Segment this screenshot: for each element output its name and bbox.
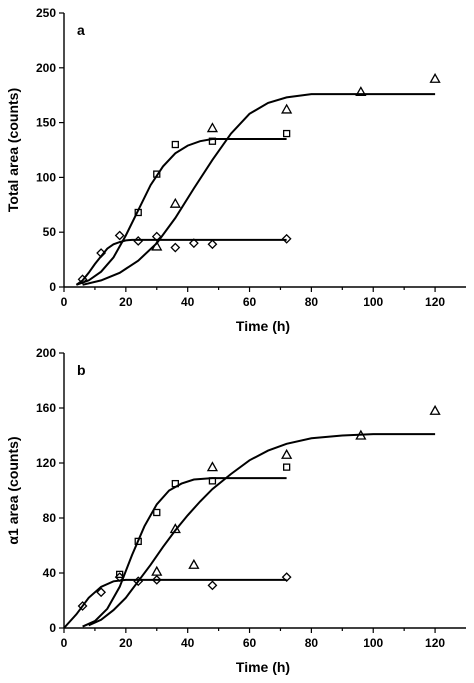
data-point-triangle xyxy=(429,404,441,415)
data-point-triangle xyxy=(355,86,367,97)
x-tick-label: 40 xyxy=(181,636,195,650)
data-point-triangle xyxy=(281,448,293,459)
x-tick-label: 0 xyxy=(61,636,68,650)
y-tick-label: 150 xyxy=(36,116,56,130)
x-tick-label: 80 xyxy=(305,636,319,650)
y-axis-title: α1 area (counts) xyxy=(5,436,21,544)
y-tick-label: 0 xyxy=(49,621,56,635)
series-square xyxy=(82,463,291,628)
y-tick-label: 160 xyxy=(36,401,56,415)
data-point-square xyxy=(208,137,217,145)
fit-curve-diamond xyxy=(75,238,287,286)
data-point-triangle xyxy=(151,565,163,576)
data-point-triangle xyxy=(281,103,293,114)
data-point-diamond xyxy=(96,587,107,598)
x-tick-label: 80 xyxy=(305,295,319,309)
data-point-square xyxy=(282,463,291,471)
data-point-triangle xyxy=(188,558,200,569)
y-tick-label: 40 xyxy=(43,566,57,580)
data-point-square xyxy=(208,477,217,485)
data-point-triangle xyxy=(206,122,219,133)
data-point-diamond xyxy=(96,248,107,258)
x-tick-label: 100 xyxy=(363,295,383,309)
y-axis-title: Total area (counts) xyxy=(5,88,21,212)
data-point-triangle xyxy=(169,197,181,208)
fit-curve-triangle xyxy=(82,93,436,286)
data-point-triangle xyxy=(429,72,441,83)
series-triangle xyxy=(88,404,441,627)
data-point-diamond xyxy=(170,242,181,253)
fit-curve-triangle xyxy=(88,433,436,627)
y-tick-label: 200 xyxy=(36,61,56,75)
data-point-diamond xyxy=(151,574,162,585)
fit-curve-square xyxy=(76,138,287,286)
data-point-triangle xyxy=(206,461,219,472)
data-point-triangle xyxy=(355,429,367,440)
data-point-diamond xyxy=(133,236,144,246)
x-axis-title: Time (h) xyxy=(236,659,290,675)
data-point-square xyxy=(134,537,142,546)
x-tick-label: 40 xyxy=(181,295,195,309)
data-point-square xyxy=(171,140,179,149)
x-tick-label: 100 xyxy=(363,636,383,650)
y-tick-label: 120 xyxy=(36,456,56,470)
data-point-square xyxy=(153,170,161,178)
x-tick-label: 20 xyxy=(119,636,133,650)
y-tick-label: 200 xyxy=(36,346,56,360)
x-axis-title: Time (h) xyxy=(236,318,290,334)
data-point-triangle xyxy=(151,240,163,251)
fit-curve-diamond xyxy=(63,578,287,629)
x-tick-label: 60 xyxy=(243,636,257,650)
panel-label: a xyxy=(77,22,85,38)
x-tick-label: 120 xyxy=(425,295,445,309)
x-tick-label: 0 xyxy=(61,295,68,309)
series-diamond xyxy=(63,572,292,629)
series-square xyxy=(76,129,291,286)
y-tick-label: 80 xyxy=(43,511,57,525)
y-tick-label: 100 xyxy=(36,170,56,184)
y-tick-label: 0 xyxy=(49,280,56,294)
data-point-diamond xyxy=(77,601,88,611)
series-triangle xyxy=(82,72,441,286)
data-point-diamond xyxy=(207,580,218,591)
data-point-square xyxy=(153,508,161,517)
data-point-diamond xyxy=(114,230,125,241)
chart-panel-a: 0 20 40 60 80 100 120 0 50 100 150 200 250 Time (h) To… xyxy=(5,6,466,334)
y-tick-label: 250 xyxy=(36,6,56,20)
data-point-diamond xyxy=(188,238,199,249)
y-tick-label: 50 xyxy=(43,225,57,239)
fit-curve-square xyxy=(82,477,287,628)
data-point-square xyxy=(116,570,124,579)
data-point-diamond xyxy=(281,572,292,583)
x-tick-label: 120 xyxy=(425,636,445,650)
data-point-diamond xyxy=(133,576,144,587)
data-point-triangle xyxy=(169,523,181,534)
data-point-square xyxy=(134,208,142,217)
chart-panel-b: 0 20 40 60 80 100 120 0 40 80 120 160 200 Time (h) α1 … xyxy=(5,346,466,675)
data-point-diamond xyxy=(281,233,292,244)
series-diamond xyxy=(75,230,292,286)
x-tick-label: 60 xyxy=(243,295,257,309)
data-point-diamond xyxy=(151,231,162,242)
data-point-diamond xyxy=(207,239,218,250)
x-tick-label: 20 xyxy=(119,295,133,309)
data-point-square xyxy=(282,129,291,138)
data-point-square xyxy=(171,479,179,488)
panel-label: b xyxy=(77,362,86,378)
